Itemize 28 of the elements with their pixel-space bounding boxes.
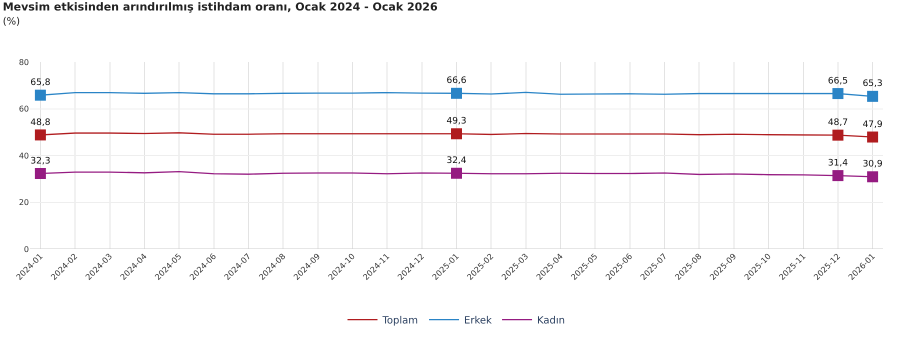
data-label: 30,9	[862, 160, 883, 170]
y-tick-label: 80	[18, 58, 29, 67]
data-label: 65,8	[30, 78, 51, 88]
chart-title: Mevsim etkisinden arındırılmış istihdam oranı, Ocak 2024 - Ocak 2026	[2, 0, 438, 14]
point	[34, 129, 46, 140]
data-label: 47,9	[862, 120, 883, 130]
point	[867, 171, 878, 182]
data-label: 49,3	[446, 116, 467, 127]
point	[867, 90, 878, 102]
data-label: 66,5	[828, 76, 848, 86]
data-label: 48,8	[30, 118, 51, 128]
y-tick-label: 60	[18, 104, 29, 114]
data-label: 66,6	[446, 76, 467, 86]
data-label: 48,7	[828, 118, 848, 128]
legend-label: Erkek	[464, 316, 492, 326]
data-label: 65,3	[862, 79, 883, 90]
data-label: 31,4	[828, 158, 848, 168]
chart-subtitle: (%)	[2, 16, 20, 28]
point	[34, 90, 46, 101]
data-label: 32,3	[30, 156, 50, 166]
y-tick-label: 0	[24, 244, 29, 254]
legend-label: Kadın	[537, 316, 566, 326]
point	[34, 168, 46, 179]
y-tick-label: 20	[18, 198, 29, 208]
data-label: 32,4	[446, 156, 467, 166]
point	[867, 132, 878, 143]
y-tick-label: 40	[18, 151, 29, 160]
legend-label: Toplam	[382, 316, 418, 326]
